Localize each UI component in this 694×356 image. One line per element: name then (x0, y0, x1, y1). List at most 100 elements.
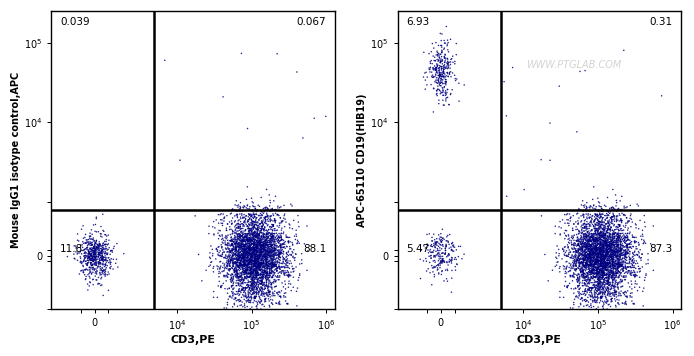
Point (582, 255, 593, 260)
Point (602, 277, 613, 283)
Point (229, 266, 240, 271)
Point (216, 220, 227, 226)
Point (243, 250, 254, 256)
Point (595, 229, 607, 235)
Point (593, 241, 604, 247)
Point (614, 273, 625, 278)
Point (83, 252, 94, 258)
Point (278, 268, 289, 273)
Point (242, 219, 253, 224)
Point (612, 256, 623, 262)
Point (90, 241, 101, 246)
Point (586, 280, 598, 286)
Point (610, 268, 621, 274)
Point (246, 236, 257, 241)
Point (593, 238, 604, 244)
Point (264, 279, 275, 284)
Point (568, 263, 579, 268)
Point (251, 281, 262, 286)
Point (285, 258, 296, 264)
Point (232, 253, 243, 258)
Point (603, 257, 614, 263)
Point (261, 242, 272, 247)
Point (611, 253, 623, 259)
Point (611, 265, 623, 271)
Point (582, 290, 593, 295)
Point (578, 221, 589, 227)
Point (590, 240, 601, 246)
Point (234, 274, 245, 280)
Point (248, 247, 259, 253)
Point (261, 259, 272, 265)
Point (265, 239, 276, 245)
Point (598, 305, 609, 311)
Point (285, 239, 296, 245)
Point (437, 77, 448, 83)
Point (593, 258, 604, 263)
Point (260, 268, 271, 274)
Point (251, 243, 262, 249)
Point (595, 208, 607, 214)
Point (613, 207, 624, 213)
Point (443, 262, 454, 268)
Point (620, 249, 631, 255)
Point (598, 231, 609, 237)
Point (436, 258, 447, 263)
Point (240, 253, 251, 258)
Point (246, 251, 257, 257)
Point (579, 250, 591, 255)
Point (239, 301, 250, 307)
Point (565, 218, 576, 224)
Point (257, 249, 269, 255)
Point (596, 206, 607, 211)
Point (622, 220, 633, 226)
Point (257, 282, 269, 288)
Point (589, 298, 600, 303)
Point (592, 238, 603, 244)
Point (605, 257, 616, 263)
Point (577, 240, 589, 246)
Point (618, 274, 629, 279)
Point (266, 232, 278, 237)
Point (594, 287, 605, 292)
Point (440, 79, 451, 84)
Point (614, 279, 625, 284)
Point (246, 240, 257, 246)
Point (598, 242, 609, 247)
Point (563, 233, 574, 239)
Point (230, 298, 242, 304)
Point (593, 271, 604, 276)
Point (262, 249, 273, 255)
Point (255, 281, 266, 287)
Point (97, 254, 108, 260)
Point (434, 60, 446, 66)
Point (235, 241, 246, 246)
Point (571, 250, 582, 255)
Point (617, 250, 628, 256)
Point (616, 262, 627, 268)
Point (612, 257, 623, 263)
Point (320, 114, 331, 119)
Point (593, 282, 604, 288)
Point (96, 251, 107, 256)
Point (274, 298, 285, 304)
Point (287, 253, 298, 259)
Point (586, 247, 597, 252)
Point (608, 255, 619, 260)
Point (579, 280, 590, 286)
Point (228, 275, 239, 281)
Point (590, 217, 601, 222)
Point (577, 241, 589, 247)
Point (246, 251, 257, 257)
Point (611, 245, 622, 251)
Point (598, 225, 609, 230)
Point (589, 237, 600, 242)
Point (577, 261, 589, 267)
Point (238, 262, 249, 267)
Point (592, 236, 603, 241)
Text: 6.93: 6.93 (406, 17, 430, 27)
Point (581, 253, 592, 259)
Point (246, 268, 257, 274)
Point (609, 248, 620, 254)
Point (602, 224, 613, 229)
